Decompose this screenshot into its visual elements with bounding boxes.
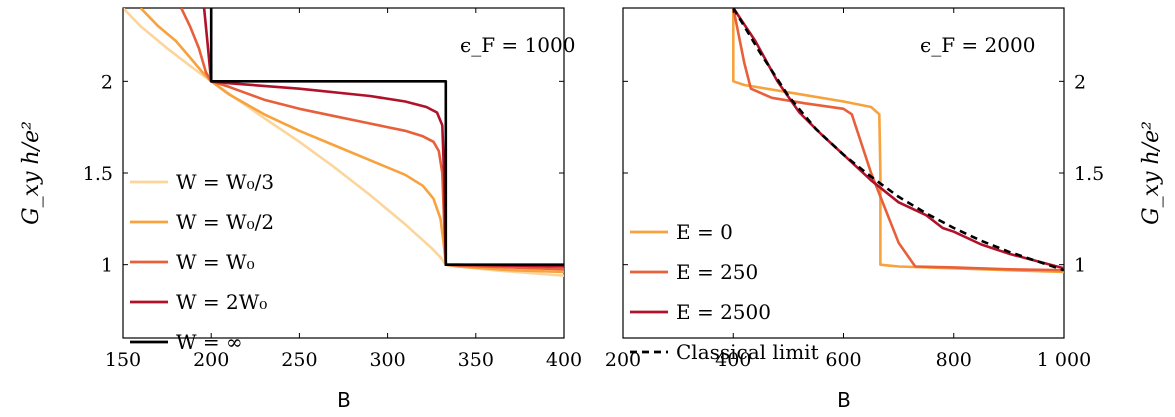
left-legend-label-w-w-3: W = W₀/3: [176, 170, 274, 194]
right-y-tick-label-2: 2: [1074, 71, 1086, 93]
left-x-tick-label-0: 150: [105, 349, 141, 371]
right-x-tick-label-1: 400: [715, 349, 751, 371]
left-x-tick-label-3: 300: [369, 349, 405, 371]
left-x-tick-label-1: 200: [193, 349, 229, 371]
left-x-tick-label-2: 250: [281, 349, 317, 371]
right-series-group: [732, 8, 1064, 274]
left-x-tick-label-4: 350: [458, 349, 494, 371]
right-y-tick-label-0: 1: [1074, 255, 1086, 277]
right-legend: E = 0 E = 250 E = 2500 Classical limit: [630, 220, 819, 364]
right-panel: 200 400 600 800 1 000 1 1.5 2 ϵ_F = 2000 B G_xy…: [605, 7, 1164, 412]
left-ticks: 150 200 250 300 350 400 1 1.5 2: [83, 8, 582, 371]
left-y-tick-label-1: 1.5: [83, 163, 113, 185]
left-legend-label-w-w: W = W₀: [176, 250, 255, 274]
right-legend-label-classical-limit: Classical limit: [676, 340, 819, 364]
right-x-tick-label-0: 200: [605, 349, 641, 371]
right-y-tick-label-1: 1.5: [1074, 163, 1104, 185]
right-x-tick-label-2: 600: [825, 349, 861, 371]
left-series-group: [123, 8, 564, 277]
left-y-tick-label-2: 2: [101, 71, 113, 93]
right-y-axis-label: G_xy h/e²: [1139, 121, 1164, 225]
left-legend-label-w-w-2: W = W₀/2: [176, 210, 274, 234]
left-legend: W = W₀/3 W = W₀/2 W = W₀ W = 2W₀ W = ∞: [130, 170, 274, 354]
right-x-tick-label-4: 1 000: [1037, 349, 1091, 371]
right-legend-label-e-2500: E = 2500: [676, 300, 771, 324]
left-y-axis-label: G_xy h/e²: [19, 121, 44, 225]
right-plot-frame: [622, 7, 1065, 339]
right-legend-label-e-250: E = 250: [676, 260, 758, 284]
left-panel: 150 200 250 300 350 400 1 1.5 2 ϵ_F = 1000 B G_x…: [19, 7, 582, 412]
right-ticks: 200 400 600 800 1 000 1 1.5 2: [605, 8, 1104, 371]
left-series-line-w: [209, 8, 564, 266]
right-x-tick-label-3: 800: [936, 349, 972, 371]
right-series-line-e-250: [732, 8, 1064, 272]
right-series-line-classical-limit: [732, 8, 1064, 272]
left-x-tick-label-5: 400: [546, 349, 582, 371]
left-annotation: ϵ_F = 1000: [460, 33, 575, 57]
right-legend-label-e-0: E = 0: [676, 220, 733, 244]
right-series-line-e-2500: [732, 8, 1064, 270]
right-x-axis-label: B: [837, 388, 851, 412]
right-annotation: ϵ_F = 2000: [920, 33, 1035, 57]
left-legend-label-w: W = ∞: [176, 330, 243, 354]
left-x-axis-label: B: [337, 388, 351, 412]
left-y-tick-label-0: 1: [101, 255, 113, 277]
left-legend-label-w-2w: W = 2W₀: [176, 290, 267, 314]
